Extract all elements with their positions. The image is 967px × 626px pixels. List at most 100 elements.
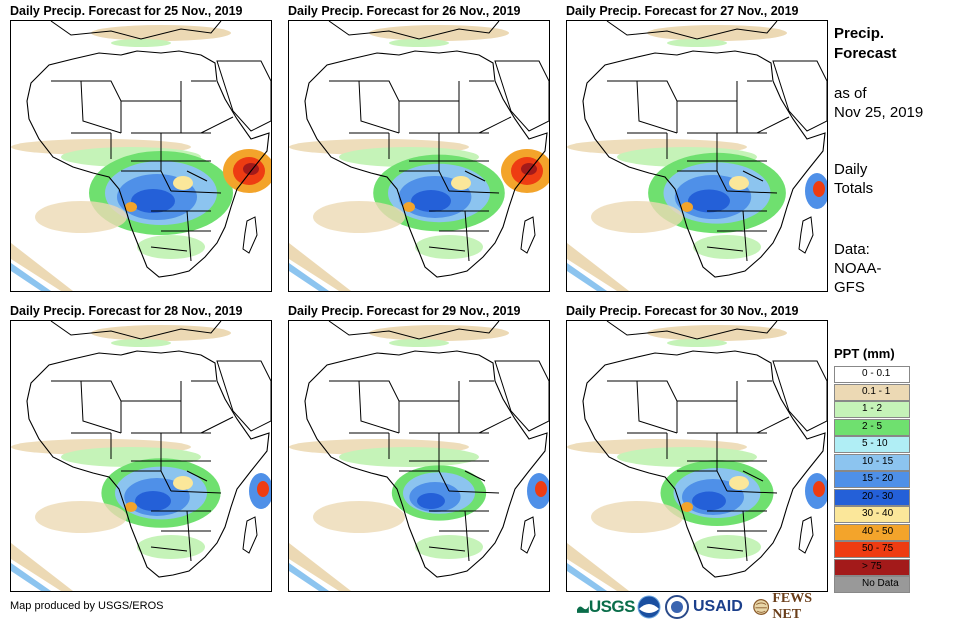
rain-band <box>567 263 607 291</box>
country-border <box>399 470 450 492</box>
rain-band <box>389 39 449 47</box>
legend-label: 10 - 15 <box>862 455 894 467</box>
country-border <box>399 170 450 192</box>
country-borders <box>607 80 790 262</box>
legend-item: 40 - 50 <box>834 523 964 542</box>
madagascar <box>242 516 258 554</box>
hotspot <box>813 481 825 497</box>
rain-band <box>693 235 761 259</box>
rain-band <box>11 563 51 591</box>
rain-band <box>11 543 73 591</box>
country-border <box>706 246 744 252</box>
panel-title: Daily Precip. Forecast for 25 Nov., 2019 <box>10 4 243 18</box>
madagascar <box>798 516 814 554</box>
rain-band <box>135 491 171 511</box>
rain-band <box>91 25 231 41</box>
government-seal-icon <box>665 595 689 619</box>
hotspot <box>173 176 193 190</box>
legend-label: 2 - 5 <box>862 420 883 432</box>
legend-item: > 75 <box>834 558 964 577</box>
europe-coastline <box>328 321 500 340</box>
legend-swatch <box>834 541 910 558</box>
rain-band <box>567 243 629 291</box>
legend-swatch <box>834 471 910 488</box>
country-border <box>200 116 234 134</box>
arabia-outline <box>772 360 827 432</box>
rain-band <box>289 543 351 591</box>
as-of-date: as of Nov 25, 2019 <box>834 84 964 122</box>
country-border <box>448 490 500 494</box>
rain-band <box>111 39 171 47</box>
legend-label: > 75 <box>862 560 882 572</box>
panel-title: Daily Precip. Forecast for 28 Nov., 2019 <box>10 304 243 318</box>
data-line-2: NOAA- <box>834 260 882 277</box>
hotspot <box>125 202 137 212</box>
country-border <box>428 246 466 252</box>
country-border <box>428 546 466 552</box>
country-border <box>150 546 188 552</box>
rain-band <box>692 491 726 511</box>
legend-title: PPT (mm) <box>834 346 895 361</box>
precip-map <box>566 320 828 592</box>
rain-band <box>567 543 629 591</box>
legend-item: 10 - 15 <box>834 453 964 472</box>
europe-coastline <box>50 321 222 340</box>
usaid-logo: USAID <box>693 594 749 620</box>
country-border <box>186 210 192 262</box>
rain-band <box>693 535 761 559</box>
precip-bands <box>289 25 549 291</box>
precip-bands <box>11 325 271 591</box>
coastline <box>582 350 826 578</box>
rain-band <box>289 263 329 291</box>
rain-band <box>591 501 683 533</box>
hotspot <box>451 176 471 190</box>
europe-coastline <box>606 321 778 340</box>
rain-band <box>289 243 351 291</box>
country-border <box>478 116 512 134</box>
legend-item: 0.1 - 1 <box>834 383 964 402</box>
legend-swatch <box>834 401 910 418</box>
data-line-1: Data: <box>834 241 870 258</box>
credit-text: Map produced by USGS/EROS <box>10 600 164 612</box>
legend-label: 0.1 - 1 <box>862 385 891 397</box>
legend-item: 30 - 40 <box>834 506 964 524</box>
arabia-outline <box>216 360 271 432</box>
rain-band <box>667 39 727 47</box>
arabia-outline <box>494 60 549 132</box>
country-border <box>636 380 678 434</box>
hotspot <box>125 502 137 512</box>
europe-coastline <box>50 21 222 40</box>
rain-band <box>369 25 509 41</box>
country-border <box>121 170 172 192</box>
legend-label: 5 - 10 <box>862 438 888 449</box>
europe-coastline <box>328 21 500 40</box>
panel-title: Daily Precip. Forecast for 26 Nov., 2019 <box>288 4 521 18</box>
country-borders <box>51 80 234 262</box>
panel-title: Daily Precip. Forecast for 30 Nov., 2019 <box>566 304 799 318</box>
fewsnet-logo: FEWS NET <box>753 591 831 622</box>
country-border <box>464 510 470 562</box>
rain-band <box>417 493 445 509</box>
country-border <box>706 546 744 552</box>
title-line-1: Precip. <box>834 25 885 42</box>
daily-totals: Daily Totals <box>834 160 964 198</box>
rain-band <box>339 447 479 467</box>
noaa-seal-icon <box>637 595 661 619</box>
forecast-panel-5: Daily Precip. Forecast for 29 Nov., 2019 <box>288 302 550 592</box>
legend-swatch <box>834 488 910 506</box>
usgs-logo: USGS <box>577 594 636 620</box>
legend-label: 50 - 75 <box>862 543 894 554</box>
usgs-wordmark: USGS <box>588 597 636 616</box>
legend-swatch <box>834 558 910 576</box>
daily-line-2: Totals <box>834 180 874 197</box>
hotspot <box>173 476 193 490</box>
legend-label: 40 - 50 <box>862 525 894 537</box>
madagascar <box>798 216 814 254</box>
country-border <box>726 190 778 194</box>
legend-item: 5 - 10 <box>834 436 964 454</box>
europe-coastline <box>606 21 778 40</box>
country-border <box>358 80 400 134</box>
precip-map <box>288 20 550 292</box>
madagascar <box>242 216 258 254</box>
precip-bands <box>567 325 827 591</box>
